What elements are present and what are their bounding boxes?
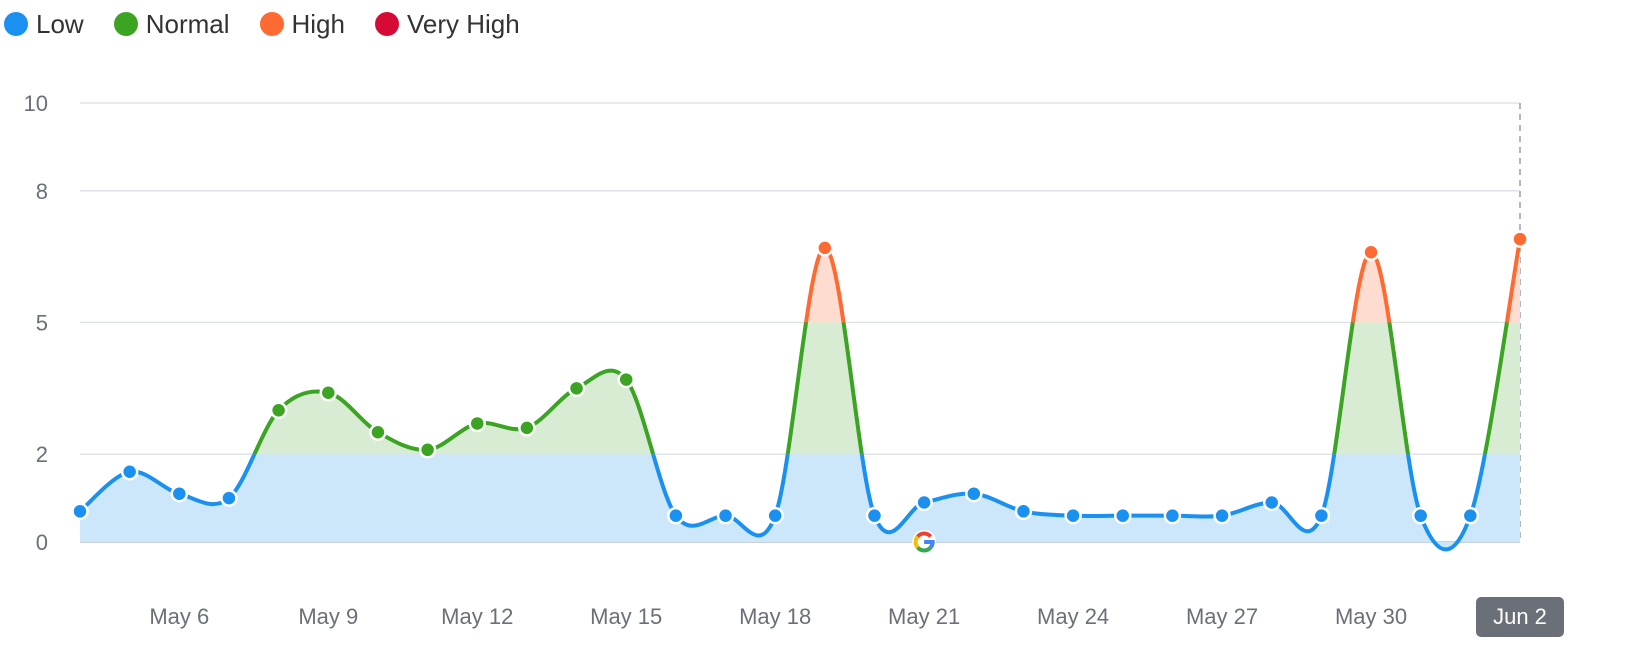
x-tick-label: May 6 [149,604,209,629]
y-tick-label: 0 [36,530,48,555]
data-point[interactable] [1014,502,1033,521]
data-point[interactable] [1114,506,1132,525]
data-point[interactable] [319,383,338,402]
data-point[interactable] [816,239,834,257]
data-point[interactable] [1461,506,1480,525]
data-point[interactable] [269,401,288,420]
data-point[interactable] [1362,243,1380,262]
y-tick-label: 5 [36,311,48,336]
area-band-normal [254,322,1520,455]
legend-label-high: High [291,8,345,39]
legend-item-high[interactable]: High [259,6,345,42]
y-tick-label: 10 [24,91,48,116]
x-tick-label: May 18 [739,604,811,629]
legend-dot-high-icon [259,12,284,36]
area-band-high [805,239,1520,323]
chart-legend: Low Normal High Very High [4,6,520,42]
data-point[interactable] [1213,506,1231,525]
data-point[interactable] [1262,493,1281,512]
data-point[interactable] [1511,230,1529,248]
data-point[interactable] [915,493,933,512]
data-point[interactable] [1163,506,1182,525]
data-point[interactable] [468,414,486,433]
data-point[interactable] [369,423,387,441]
legend-dot-normal-icon [113,12,138,36]
x-tick-label: May 30 [1335,604,1407,629]
x-tick-label: Jun 2 [1493,604,1547,629]
y-tick-label: 2 [36,442,48,467]
legend-item-normal[interactable]: Normal [113,6,230,42]
legend-dot-very-high-icon [374,12,399,36]
google-update-marker[interactable] [912,530,937,554]
line-band-normal [252,322,1509,455]
legend-item-very-high[interactable]: Very High [374,6,520,42]
selected-date-badge[interactable]: Jun 2 [1476,597,1564,637]
line-band-high [803,237,1522,323]
data-point[interactable] [170,484,189,503]
data-point[interactable] [865,506,884,525]
data-point[interactable] [617,370,635,389]
x-tick-label: May 21 [888,604,960,629]
data-point[interactable] [766,506,784,525]
legend-label-low: Low [36,8,84,39]
x-tick-label: May 15 [590,604,662,629]
data-point[interactable] [120,463,139,481]
google-g-icon[interactable] [912,530,937,554]
data-point[interactable] [518,419,536,437]
legend-label-normal: Normal [145,8,230,39]
data-point[interactable] [71,502,89,521]
x-tick-label: May 9 [298,604,358,629]
data-point[interactable] [1064,506,1082,525]
legend-label-very-high: Very High [406,8,520,39]
x-tick-label: May 24 [1037,604,1109,629]
chart-areas [80,239,1520,550]
data-point[interactable] [716,506,735,525]
data-point[interactable] [1312,506,1331,525]
y-tick-label: 8 [36,179,48,204]
legend-item-low[interactable]: Low [4,6,84,42]
x-tick-label: May 27 [1186,604,1258,629]
x-axis: May 6 May 9 May 12 May 15 May 18 May 21 May 24… [149,597,1564,637]
data-point[interactable] [220,489,238,507]
chart-points [71,230,1529,525]
data-point[interactable] [1411,506,1430,525]
data-point[interactable] [567,379,586,398]
legend-dot-low-icon [4,12,28,36]
y-axis: 0 2 5 8 10 [24,91,48,555]
data-point[interactable] [965,484,983,503]
area-band-low [80,454,1520,550]
chart-lines [78,237,1522,552]
data-point[interactable] [418,441,437,459]
x-tick-label: May 12 [441,604,513,629]
data-point[interactable] [667,506,685,525]
